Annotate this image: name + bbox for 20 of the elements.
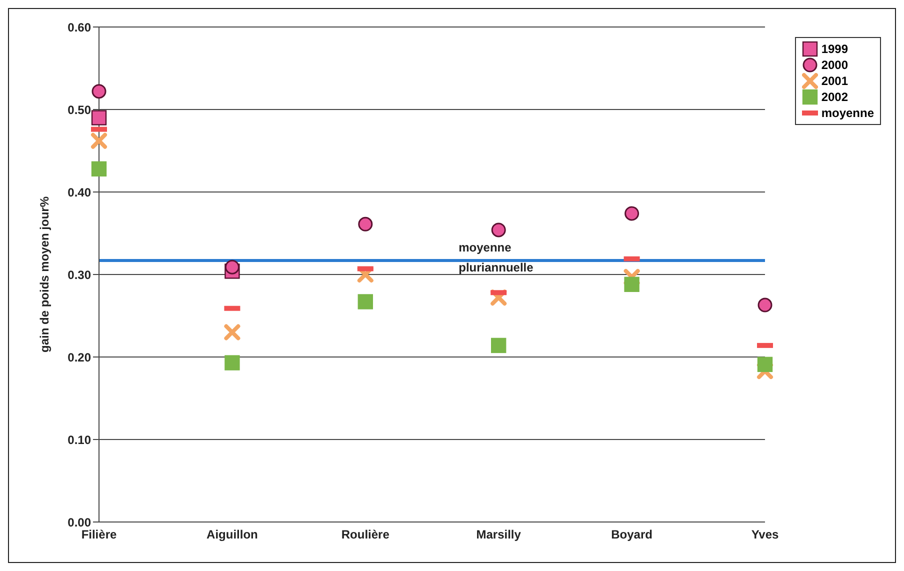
y-tick-label: 0.10 xyxy=(68,432,92,447)
legend-label: 2002 xyxy=(821,90,848,104)
legend-label: 2000 xyxy=(821,58,848,72)
x-tick-label: Yves xyxy=(751,528,779,542)
x-tick-label: Aiguillon xyxy=(206,528,258,542)
x-tick-label: Marsilly xyxy=(476,528,522,542)
y-axis-title: gain de poids moyen jour% xyxy=(37,196,52,353)
ref-line-label: moyenne pluriannuelle xyxy=(458,240,534,274)
y-tick-label: 0.30 xyxy=(68,268,92,282)
legend-label: moyenne xyxy=(821,106,874,120)
y-tick-label: 0.20 xyxy=(68,350,92,364)
y-tick-label: 0.00 xyxy=(68,515,92,530)
y-tick-label: 0.50 xyxy=(68,102,92,117)
x-tick-label: Boyard xyxy=(611,528,652,542)
legend-label: 2001 xyxy=(821,74,848,88)
legend-label: 1999 xyxy=(821,42,848,56)
x-tick-label: Roulière xyxy=(341,528,390,542)
y-tick-label: 0.60 xyxy=(68,20,92,34)
x-tick-label: Filière xyxy=(81,528,117,542)
y-tick-label: 0.40 xyxy=(68,185,92,200)
